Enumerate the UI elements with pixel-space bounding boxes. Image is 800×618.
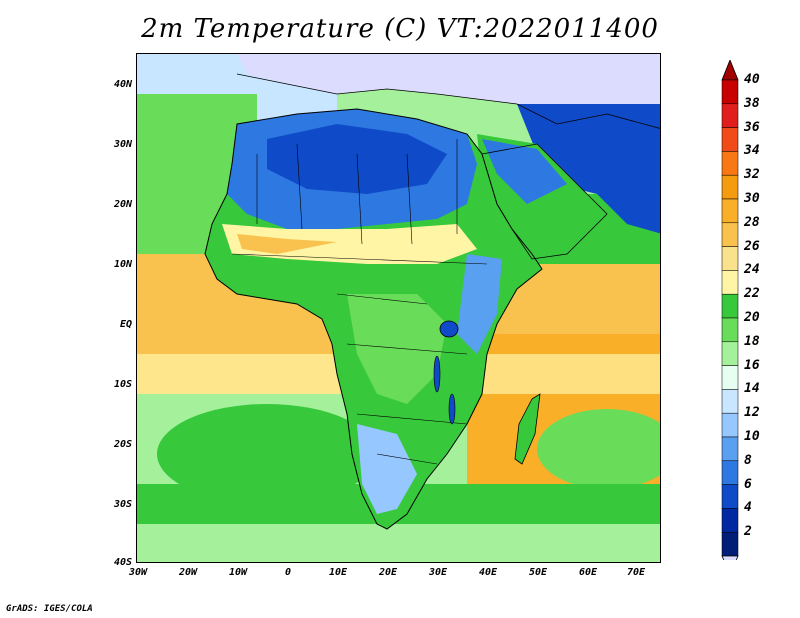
colorbar-label: 34 — [744, 143, 760, 159]
lon-label-40e: 40E — [478, 567, 498, 578]
colorbar-swatch — [721, 412, 739, 438]
colorbar-swatch — [721, 270, 739, 295]
colorbar-label: 16 — [744, 357, 760, 373]
lat-label-eq: EQ — [119, 319, 132, 330]
colorbar-label: 40 — [744, 72, 760, 87]
colorbar-label: 20 — [744, 310, 760, 325]
colorbar-swatch — [721, 341, 739, 366]
colorbar-label: 14 — [744, 381, 760, 397]
colorbar-swatch — [721, 103, 739, 128]
europe-coastline — [236, 73, 660, 129]
southern-africa-cool — [357, 424, 417, 514]
colorbar-top-arrow — [721, 60, 739, 81]
colorbar-swatch — [721, 508, 739, 533]
colorbar-swatch — [721, 436, 739, 462]
colorbar-label: 8 — [744, 452, 752, 468]
colorbar-swatch — [721, 317, 739, 343]
colorbar-swatch — [721, 79, 739, 105]
ocean-south-atlantic-green — [157, 404, 377, 504]
colorbar-bottom-arrow — [721, 555, 739, 560]
colorbar-label: 36 — [744, 119, 760, 135]
colorbar-label: 32 — [744, 167, 760, 183]
colorbar-swatch — [721, 484, 739, 509]
colorbar-swatch — [721, 174, 739, 200]
east-africa-cool — [457, 254, 502, 354]
lon-label-10w: 10W — [228, 567, 248, 578]
ocean-indian-south-green — [537, 409, 660, 489]
colorbar-swatch — [721, 222, 739, 247]
colorbar-label: 10 — [744, 429, 760, 444]
colorbar-swatch — [721, 293, 739, 319]
colorbar-label: 6 — [744, 476, 752, 492]
colorbar-swatch — [721, 151, 739, 176]
central-africa-lightgreen — [347, 294, 447, 404]
colorbar-label: 30 — [744, 191, 760, 206]
colorbar-label: 24 — [744, 262, 760, 278]
sahel-yellow — [222, 224, 477, 264]
temperature-map — [137, 54, 660, 562]
colorbar-label: 4 — [744, 500, 752, 516]
country-borders — [231, 139, 488, 465]
colorbar-label: 22 — [744, 286, 760, 302]
colorbar-label: 12 — [744, 405, 760, 421]
lake-victoria — [439, 320, 459, 338]
chart-title: 2m Temperature (C) VT:2022011400 — [141, 14, 659, 44]
colorbar-label: 38 — [744, 95, 760, 111]
lake-malawi — [448, 393, 456, 425]
lat-label-30n: 30N — [113, 139, 132, 150]
colorbar-swatch — [721, 246, 739, 271]
lake-tanganyika — [433, 355, 441, 393]
madagascar-land — [514, 393, 541, 465]
map-panel — [136, 53, 661, 563]
lat-label-40s: 40S — [113, 557, 132, 568]
lon-label-20w: 20W — [178, 567, 198, 578]
lon-label-70e: 70E — [626, 567, 646, 578]
colorbar — [721, 60, 739, 560]
lat-label-20s: 20S — [113, 439, 132, 450]
lon-label-30e: 30E — [428, 567, 448, 578]
arabia-coastline — [481, 143, 608, 260]
colorbar-swatch — [721, 365, 739, 390]
lat-label-10s: 10S — [113, 379, 132, 390]
africa-coastline — [204, 108, 543, 530]
colorbar-swatch — [721, 531, 739, 557]
asia-land — [517, 104, 660, 234]
lat-label-40n: 40N — [113, 79, 132, 90]
arabia-cool — [482, 139, 567, 204]
sahel-orange — [237, 234, 337, 254]
lon-label-30w: 30W — [128, 567, 148, 578]
lon-label-60e: 60E — [578, 567, 598, 578]
colorbar-label: 2 — [744, 524, 752, 540]
lon-label-20e: 20E — [378, 567, 398, 578]
lat-label-20n: 20N — [113, 199, 132, 210]
colorbar-label: 18 — [744, 333, 760, 349]
lon-label-50e: 50E — [528, 567, 548, 578]
colorbar-label: 28 — [744, 214, 760, 230]
colorbar-swatch — [721, 127, 739, 152]
ocean-far-south-cool — [137, 524, 660, 562]
colorbar-swatch — [721, 460, 739, 485]
lon-label-0: 0 — [284, 567, 292, 578]
colorbar-label: 26 — [744, 238, 760, 254]
lat-label-30s: 30S — [113, 499, 132, 510]
colorbar-swatch — [721, 389, 739, 414]
colorbar-swatch — [721, 198, 739, 224]
lon-label-10e: 10E — [328, 567, 348, 578]
lat-label-10n: 10N — [113, 259, 132, 270]
grads-credit: GrADS: IGES/COLA — [6, 604, 93, 614]
